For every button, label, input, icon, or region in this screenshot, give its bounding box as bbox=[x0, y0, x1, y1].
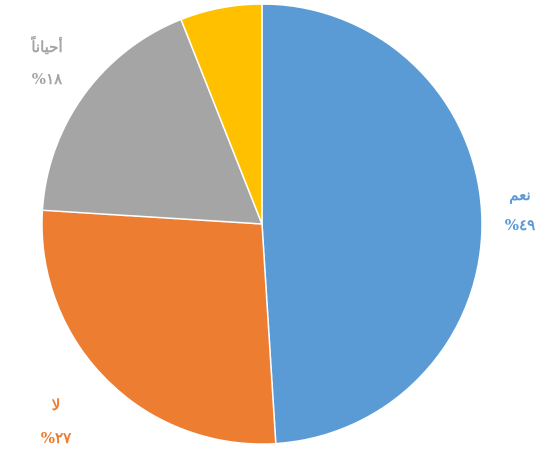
pie-slice-0 bbox=[261, 3, 483, 445]
slice-value-0: %٤٩ bbox=[505, 216, 535, 234]
slice-value-1: %٢٧ bbox=[41, 429, 72, 447]
slice-value-2: %١٨ bbox=[32, 70, 63, 88]
pie-slice-3 bbox=[180, 3, 263, 225]
pie-slice-2 bbox=[41, 18, 264, 225]
slice-label-1: لا bbox=[52, 396, 61, 414]
pie-labels: نعم %٤٩ لا %٢٧ أحياناً %١٨ bbox=[31, 36, 536, 447]
pie-slice-1 bbox=[41, 209, 277, 445]
pie-slices bbox=[41, 3, 483, 445]
slice-label-2: أحياناً bbox=[31, 36, 63, 56]
slice-label-0: نعم bbox=[509, 186, 530, 204]
